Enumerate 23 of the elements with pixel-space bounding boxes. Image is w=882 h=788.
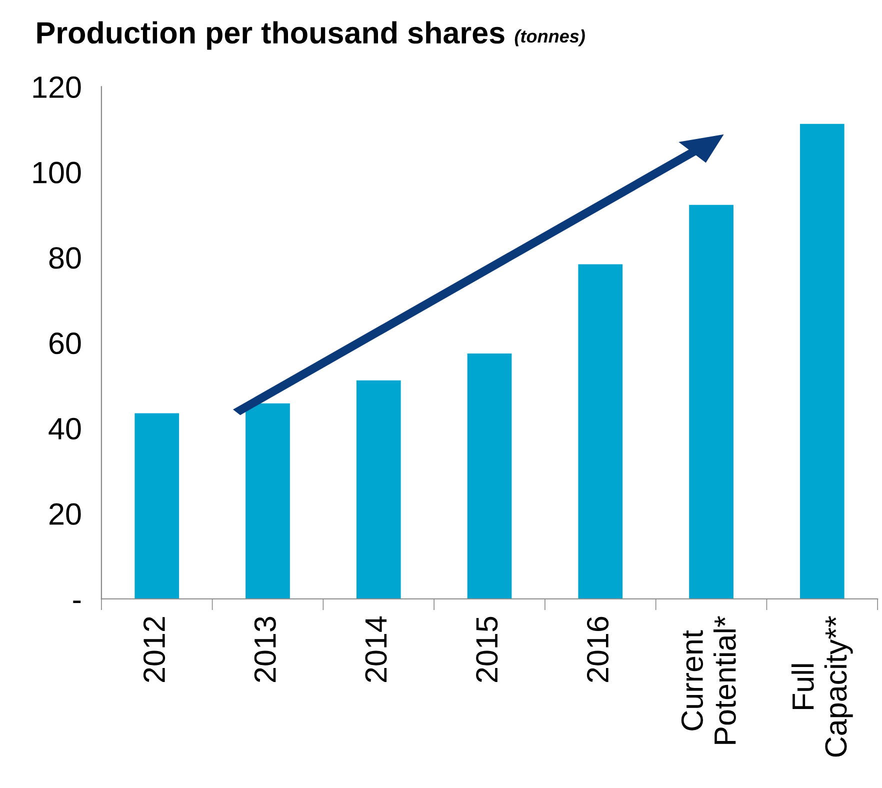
bar xyxy=(800,124,844,599)
bar xyxy=(467,353,512,599)
bar xyxy=(356,380,401,599)
x-tick-label: Full Capacity** xyxy=(791,616,853,757)
x-tick-label: 2016 xyxy=(586,616,609,682)
y-tick-label: - xyxy=(73,600,81,604)
bar xyxy=(246,403,290,599)
y-tick-label: 80 xyxy=(49,247,81,269)
x-tick-label: 2013 xyxy=(254,616,276,682)
x-tick-label: 2014 xyxy=(365,616,387,682)
y-tick-label: 20 xyxy=(50,503,81,525)
y-tick-label: 100 xyxy=(33,162,81,184)
y-tick-label: 60 xyxy=(50,332,81,354)
x-tick-label: 2015 xyxy=(476,616,498,682)
bar xyxy=(689,204,734,599)
y-tick-label: 40 xyxy=(48,418,81,440)
y-tick-label: 120 xyxy=(33,76,81,98)
bar xyxy=(578,264,623,599)
x-tick-label: 2012 xyxy=(143,617,166,682)
x-tick-label: Current Potential* xyxy=(681,616,736,744)
bar xyxy=(134,413,180,599)
chart-title: Production per thousand shares xyxy=(37,21,504,50)
chart-subtitle: (tonnes) xyxy=(514,29,585,46)
